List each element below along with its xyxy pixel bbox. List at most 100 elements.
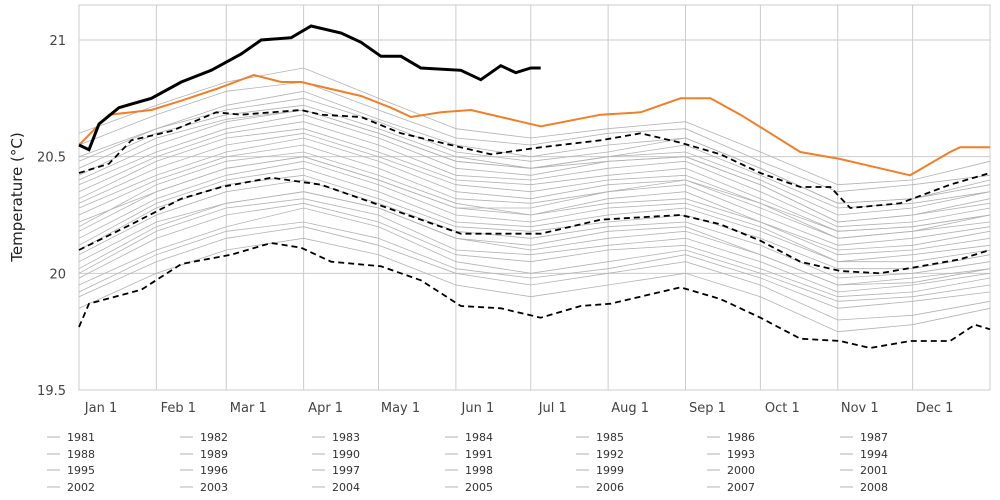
x-tick-label: Jan 1	[84, 401, 117, 416]
legend-label: 1995	[67, 464, 95, 477]
current-year-line	[78, 24, 541, 152]
legend-item-1992[interactable]: 1992	[576, 448, 624, 461]
legend-item-1986[interactable]: 1986	[707, 431, 755, 444]
stat-line-mean	[78, 176, 991, 275]
x-tick-label: Sep 1	[689, 401, 726, 416]
year-line-2004	[78, 114, 991, 223]
year-line-1988	[78, 198, 991, 293]
legend-label: 1999	[596, 464, 624, 477]
legend-item-1991[interactable]: 1991	[445, 448, 493, 461]
legend-item-1995[interactable]: 1995	[47, 464, 95, 477]
legend-label: 1989	[200, 448, 228, 461]
year-line-2005	[78, 81, 991, 193]
legend-item-2004[interactable]: 2004	[312, 481, 360, 494]
legend-item-2006[interactable]: 2006	[576, 481, 624, 494]
legend-label: 2005	[465, 481, 493, 494]
axis-ticks: 19.5 20 20.5 21 Jan 1 Feb 1 Mar 1 Apr 1 May 1 Jun…	[37, 34, 953, 416]
year-line-2008	[78, 97, 991, 204]
legend-item-1983[interactable]: 1983	[312, 431, 360, 444]
year-line-1985	[78, 226, 991, 321]
legend-label: 1990	[332, 448, 360, 461]
legend: 1981 1982 1983 1984 1985 1986 1987 1988 1989 1990…	[47, 431, 888, 494]
x-tick-label: Dec 1	[916, 401, 954, 416]
year-line-1995	[78, 174, 991, 270]
x-tick-label: Nov 1	[841, 401, 879, 416]
legend-item-2005[interactable]: 2005	[445, 481, 493, 494]
legend-label: 2002	[67, 481, 95, 494]
year-line-1992	[78, 179, 991, 279]
legend-item-2001[interactable]: 2001	[840, 464, 888, 477]
legend-item-2007[interactable]: 2007	[707, 481, 755, 494]
year-line-2007	[78, 67, 991, 186]
legend-label: 1992	[596, 448, 624, 461]
plot-frame	[78, 4, 991, 391]
legend-item-1982[interactable]: 1982	[180, 431, 228, 444]
legend-label: 2001	[860, 464, 888, 477]
x-tick-label: Apr 1	[308, 401, 343, 416]
year-line-2003	[78, 128, 991, 232]
y-tick-label: 19.5	[37, 384, 66, 399]
x-tick-label: Oct 1	[765, 401, 800, 416]
legend-label: 1997	[332, 464, 360, 477]
legend-item-1981[interactable]: 1981	[47, 431, 95, 444]
legend-label: 1982	[200, 431, 228, 444]
legend-item-1987[interactable]: 1987	[840, 431, 888, 444]
legend-label: 1998	[465, 464, 493, 477]
series-lines	[78, 24, 991, 349]
legend-label: 1984	[465, 431, 493, 444]
year-line-1984	[78, 167, 991, 263]
legend-item-1988[interactable]: 1988	[47, 448, 95, 461]
legend-label: 1987	[860, 431, 888, 444]
x-tick-label: Feb 1	[161, 401, 196, 416]
legend-label: 1981	[67, 431, 95, 444]
legend-label: 1994	[860, 448, 888, 461]
legend-label: 1993	[727, 448, 755, 461]
legend-label: 2006	[596, 481, 624, 494]
year-line-1996	[78, 221, 991, 309]
year-line-1999	[78, 191, 991, 286]
legend-label: 2003	[200, 481, 228, 494]
year-line-2006	[78, 109, 991, 209]
stat-line-upper	[78, 109, 991, 209]
y-tick-label: 20	[49, 267, 66, 282]
year-line-1983	[78, 132, 991, 239]
legend-item-1994[interactable]: 1994	[840, 448, 888, 461]
year-line-1990	[78, 144, 991, 246]
year-line-1993	[78, 202, 991, 298]
legend-item-1998[interactable]: 1998	[445, 464, 493, 477]
x-tick-label: Jul 1	[538, 401, 567, 416]
legend-item-1999[interactable]: 1999	[576, 464, 624, 477]
year-line-1991	[78, 160, 991, 263]
legend-item-2002[interactable]: 2002	[47, 481, 95, 494]
legend-label: 1996	[200, 464, 228, 477]
legend-item-1990[interactable]: 1990	[312, 448, 360, 461]
legend-item-1993[interactable]: 1993	[707, 448, 755, 461]
x-tick-label: May 1	[381, 401, 420, 416]
y-axis-label: Temperature (°C)	[8, 132, 26, 262]
year-line-1989	[78, 237, 991, 333]
legend-item-1997[interactable]: 1997	[312, 464, 360, 477]
legend-label: 2000	[727, 464, 755, 477]
highlight-line	[78, 73, 990, 177]
legend-label: 1991	[465, 448, 493, 461]
y-tick-label: 21	[49, 34, 66, 49]
legend-item-1989[interactable]: 1989	[180, 448, 228, 461]
y-tick-label: 20.5	[37, 151, 66, 166]
year-line-2001	[78, 137, 991, 239]
year-line-1998	[78, 104, 991, 223]
legend-label: 1988	[67, 448, 95, 461]
legend-label: 2008	[860, 481, 888, 494]
legend-item-2003[interactable]: 2003	[180, 481, 228, 494]
legend-label: 1983	[332, 431, 360, 444]
legend-item-2000[interactable]: 2000	[707, 464, 755, 477]
year-line-2002	[78, 90, 991, 204]
year-line-1982	[78, 207, 991, 302]
legend-item-2008[interactable]: 2008	[840, 481, 888, 494]
legend-item-1984[interactable]: 1984	[445, 431, 493, 444]
legend-item-1996[interactable]: 1996	[180, 464, 228, 477]
legend-label: 1985	[596, 431, 624, 444]
x-tick-label: Aug 1	[611, 401, 649, 416]
stat-line-lower	[78, 242, 991, 349]
legend-item-1985[interactable]: 1985	[576, 431, 624, 444]
